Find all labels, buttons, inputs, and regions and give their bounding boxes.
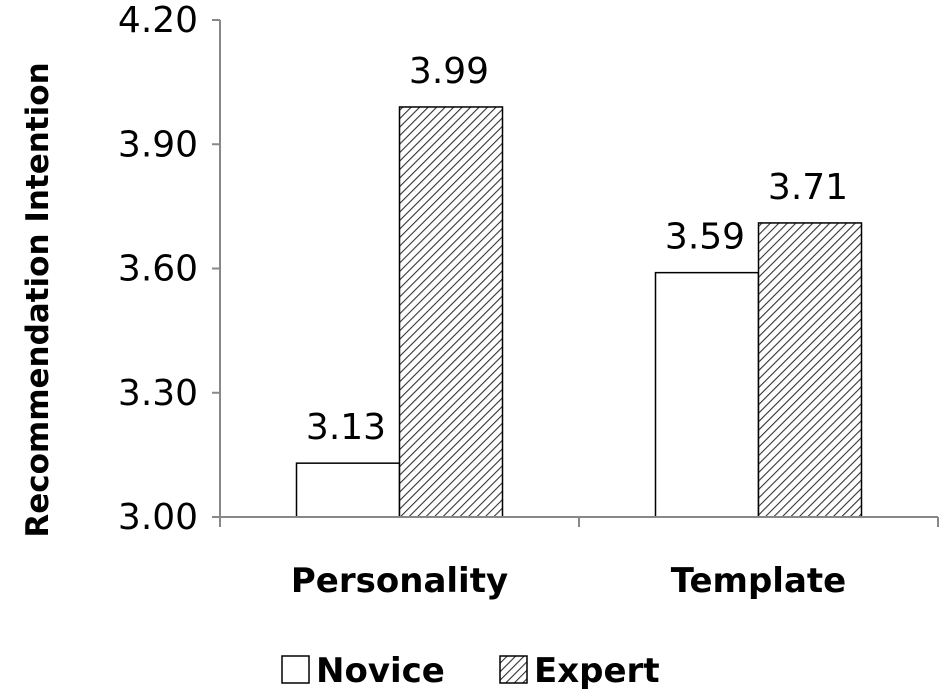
bar-expert-template [757, 222, 863, 518]
legend-swatch-expert [499, 655, 528, 684]
data-labels: 3.13 3.99 3.59 3.71 [306, 51, 848, 448]
bar-novice-personality [295, 462, 401, 518]
data-label-novice-personality: 3.13 [306, 407, 386, 448]
y-tick-label: 4.20 [118, 0, 198, 41]
y-tick-label: 3.60 [118, 249, 198, 290]
category-labels: Personality Template [291, 561, 846, 601]
legend-label-expert: Expert [534, 651, 660, 691]
y-tick-label: 3.30 [118, 373, 198, 414]
y-tick-label: 3.90 [118, 124, 198, 165]
bar-expert-personality [398, 106, 504, 518]
data-label-novice-template: 3.59 [665, 217, 745, 258]
bar-novice-template [654, 271, 760, 518]
legend-label-novice: Novice [316, 651, 445, 691]
legend: Novice Expert [281, 651, 660, 691]
category-label-template: Template [671, 561, 846, 601]
y-axis-ticks: 3.00 3.30 3.60 3.90 4.20 [118, 0, 939, 538]
category-label-personality: Personality [291, 561, 508, 601]
data-label-expert-personality: 3.99 [409, 51, 489, 92]
bars [295, 106, 863, 518]
legend-swatch-novice [281, 655, 310, 684]
data-label-expert-template: 3.71 [768, 167, 848, 208]
y-axis-label: Recommendation Intention [20, 62, 56, 537]
y-tick-label: 3.00 [118, 497, 198, 538]
